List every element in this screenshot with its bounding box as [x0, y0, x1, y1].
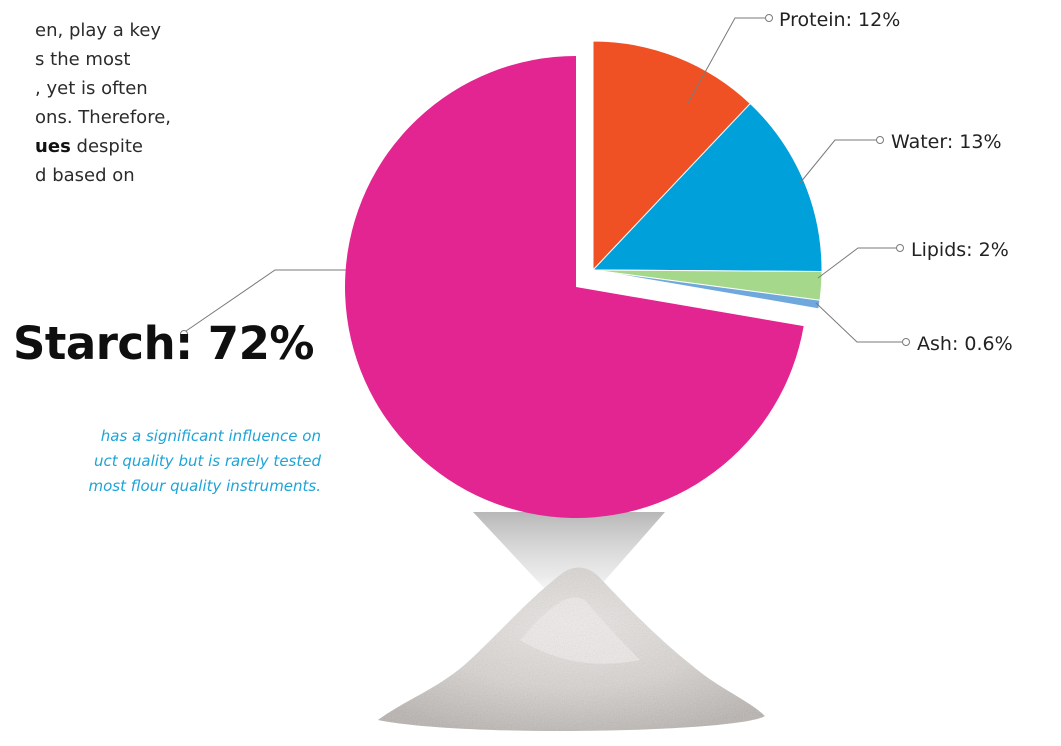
- intro-bold-rest: despite: [70, 136, 143, 157]
- starch-note-line: uct quality but is rarely tested: [93, 452, 321, 470]
- pie-slices: [345, 40, 823, 518]
- flour-pile-image: [378, 567, 765, 732]
- slice-label-ash: Ash: 0.6%: [917, 333, 1013, 355]
- leader-line-lipids: [817, 247, 896, 279]
- slice-label-lipids: Lipids: 2%: [911, 239, 1009, 261]
- starch-note-line: has a significant influence on: [100, 427, 321, 445]
- leader-line-starch: [185, 269, 346, 332]
- pie-slice-starch: [345, 56, 804, 518]
- leader-dot-lipids: [896, 244, 904, 252]
- pie-slice-ash: [592, 269, 821, 310]
- intro-paragraph: en, play a key s the most , yet is often…: [35, 16, 171, 190]
- leader-dot-protein: [765, 14, 773, 22]
- pie-slice-protein: [592, 40, 751, 272]
- pie-slice-water: [591, 102, 823, 272]
- intro-bold-text: ues: [35, 136, 71, 157]
- slice-callouts: Protein: 12% Water: 13% Lipids: 2% Ash: 0.6…: [180, 9, 1013, 355]
- slice-label-protein: Protein: 12%: [779, 9, 900, 31]
- starch-heading: Starch: 72%: [12, 317, 315, 370]
- leader-line-ash: [815, 302, 902, 343]
- intro-line: , yet is often: [35, 78, 148, 99]
- intro-line: d based on: [35, 165, 135, 186]
- slice-label-water: Water: 13%: [891, 131, 1002, 153]
- starch-note: has a significant influence on uct quali…: [89, 424, 322, 499]
- leader-line-water: [799, 139, 876, 184]
- starch-note-line: most flour quality instruments.: [88, 477, 322, 495]
- leader-dot-ash: [902, 338, 910, 346]
- intro-line: en, play a key: [35, 20, 162, 41]
- intro-line-emphasis: ues despite: [35, 132, 171, 161]
- leader-dot-starch: [180, 330, 188, 338]
- leader-line-protein: [687, 17, 765, 104]
- intro-line: ons. Therefore,: [35, 107, 171, 128]
- leader-dot-water: [876, 136, 884, 144]
- intro-line: s the most: [35, 49, 131, 70]
- spotlight-cone: [473, 512, 665, 618]
